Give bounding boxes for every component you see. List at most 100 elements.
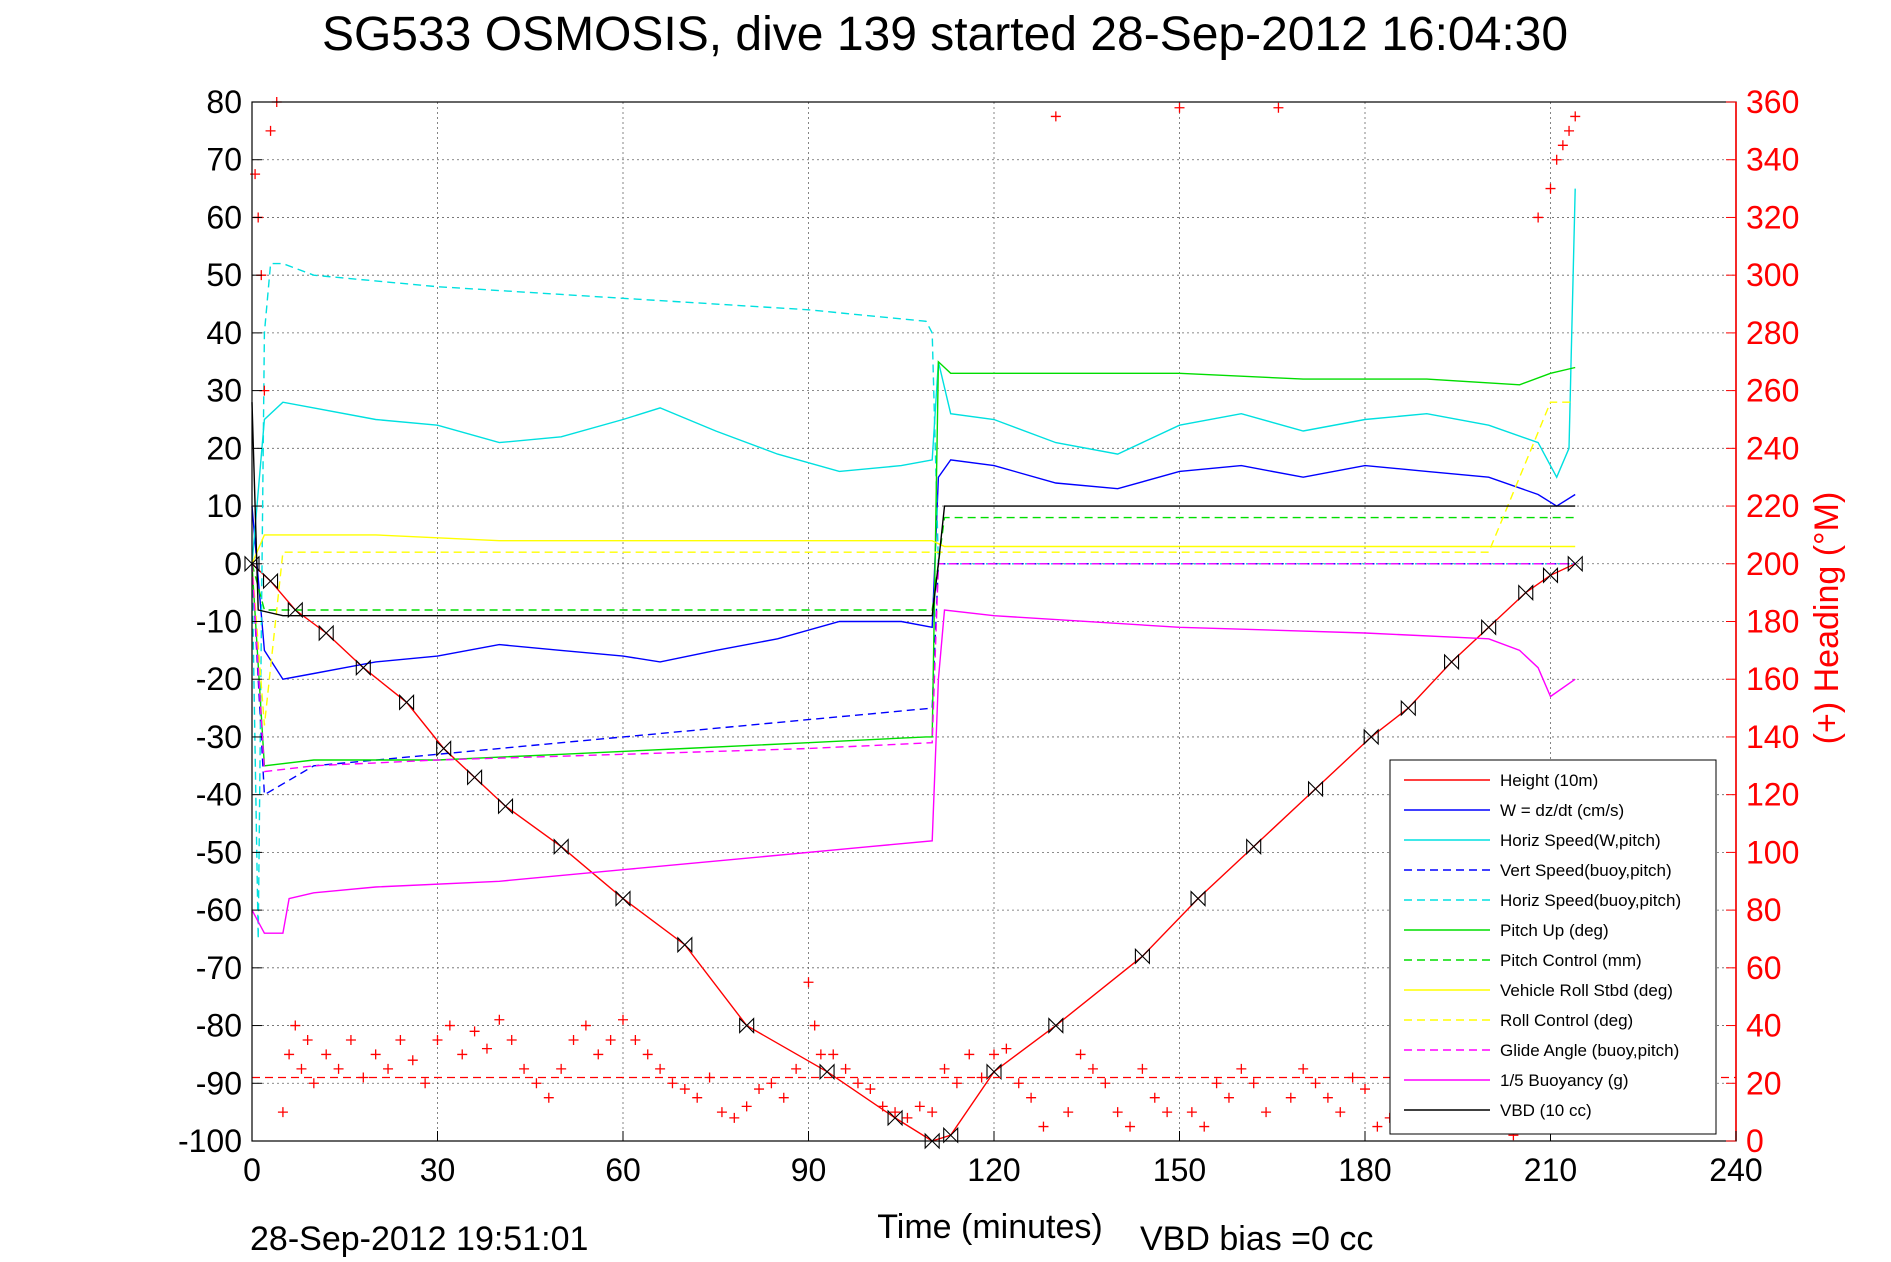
heading-point xyxy=(1174,102,1185,113)
heading-point xyxy=(951,1078,962,1089)
heading-point xyxy=(1112,1107,1123,1118)
right-tick-label: 100 xyxy=(1746,834,1799,870)
depth-marker xyxy=(436,740,452,757)
heading-point xyxy=(296,1063,307,1074)
heading-point xyxy=(902,1112,913,1123)
heading-point xyxy=(333,1063,344,1074)
heading-point xyxy=(284,1049,295,1060)
depth-marker xyxy=(1542,566,1559,584)
heading-point xyxy=(1050,111,1061,122)
footer-timestamp: 28-Sep-2012 19:51:01 xyxy=(250,1220,588,1258)
heading-point xyxy=(407,1055,418,1066)
heading-point xyxy=(1001,1043,1012,1054)
right-tick-label: 360 xyxy=(1746,84,1799,120)
depth-marker xyxy=(287,601,303,619)
heading-point xyxy=(630,1034,641,1045)
heading-point xyxy=(1322,1092,1333,1103)
y-tick-label: 40 xyxy=(206,315,242,351)
series-line-2 xyxy=(251,188,1576,564)
x-axis: 0 30 60 90 120 150 180 210 240 xyxy=(243,1131,1763,1188)
depth-marker xyxy=(924,1132,940,1150)
heading-point xyxy=(1075,1049,1086,1060)
y-tick-label: -10 xyxy=(196,604,242,640)
heading-point xyxy=(964,1049,975,1060)
heading-point xyxy=(914,1101,925,1112)
heading-point xyxy=(506,1034,517,1045)
right-tick-label: 240 xyxy=(1746,430,1799,466)
heading-point xyxy=(1310,1078,1321,1089)
heading-point xyxy=(481,1043,492,1054)
heading-point xyxy=(1557,140,1568,151)
series-line-1 xyxy=(251,459,1576,680)
right-tick-label: 0 xyxy=(1746,1123,1764,1159)
legend-label: Roll Control (deg) xyxy=(1500,1011,1633,1030)
heading-point xyxy=(679,1084,690,1095)
heading-point xyxy=(531,1078,542,1089)
legend: Height (10m) W = dz/dt (cm/s) Horiz Speed(… xyxy=(1389,759,1717,1135)
depth-marker xyxy=(819,1063,835,1081)
right-axis-label: (+) Heading (°M) xyxy=(1808,492,1846,745)
heading-layer xyxy=(250,97,1581,1141)
heading-point xyxy=(605,1034,616,1045)
heading-point xyxy=(976,1072,987,1083)
y-tick-label: 60 xyxy=(206,199,242,235)
heading-point xyxy=(580,1020,591,1031)
heading-point xyxy=(840,1063,851,1074)
legend-label: VBD (10 cc) xyxy=(1500,1101,1592,1120)
heading-point xyxy=(803,977,814,988)
y-tick-label: 30 xyxy=(206,373,242,409)
heading-point xyxy=(519,1063,530,1074)
heading-point xyxy=(302,1034,313,1045)
heading-point xyxy=(741,1101,752,1112)
legend-box xyxy=(1389,759,1717,1135)
series-line-7 xyxy=(251,534,1576,565)
heading-point xyxy=(494,1014,505,1025)
y-tick-label: -60 xyxy=(196,892,242,928)
heading-point xyxy=(1038,1121,1049,1132)
legend-label: Height (10m) xyxy=(1500,771,1598,790)
depth-marker xyxy=(263,572,279,590)
depth-marker xyxy=(1518,584,1534,601)
heading-point xyxy=(1248,1078,1259,1089)
legend-label: Vehicle Roll Stbd (deg) xyxy=(1500,981,1673,1000)
x-tick-label: 30 xyxy=(420,1152,456,1188)
y-tick-label: -20 xyxy=(196,661,242,697)
depth-marker xyxy=(1444,653,1460,671)
heading-point xyxy=(1372,1121,1383,1132)
left-axis: 80 70 60 50 40 30 20 10 0 -10 -20 -30 -40 -50 -60 -70 -8… xyxy=(178,84,262,1159)
heading-point xyxy=(383,1063,394,1074)
heading-point xyxy=(395,1034,406,1045)
heading-point xyxy=(1149,1092,1160,1103)
heading-point xyxy=(716,1107,727,1118)
heading-point xyxy=(265,125,276,136)
heading-point xyxy=(1087,1063,1098,1074)
x-tick-label: 0 xyxy=(243,1152,261,1188)
heading-point xyxy=(290,1020,301,1031)
depth-marker xyxy=(318,624,334,642)
heading-point xyxy=(1063,1107,1074,1118)
heading-point xyxy=(1162,1107,1173,1118)
series-line-10 xyxy=(251,609,1576,934)
heading-point xyxy=(754,1084,765,1095)
heading-point xyxy=(655,1063,666,1074)
y-tick-label: -90 xyxy=(196,1065,242,1101)
series-line-4 xyxy=(251,262,1576,940)
right-tick-label: 320 xyxy=(1746,199,1799,235)
right-tick-label: 160 xyxy=(1746,661,1799,697)
heading-point xyxy=(1223,1092,1234,1103)
heading-point xyxy=(865,1084,876,1095)
heading-point xyxy=(1273,102,1284,113)
depth-marker xyxy=(355,659,371,677)
heading-point xyxy=(556,1063,567,1074)
right-axis: 3603403203002802602402202001801601401201… xyxy=(1726,84,1799,1159)
right-tick-label: 260 xyxy=(1746,373,1799,409)
heading-point xyxy=(543,1092,554,1103)
series-line-8 xyxy=(251,401,1576,726)
depth-marker xyxy=(497,797,514,815)
x-tick-label: 60 xyxy=(605,1152,641,1188)
heading-point xyxy=(618,1014,628,1025)
heading-point xyxy=(1335,1107,1346,1118)
heading-point xyxy=(1347,1072,1358,1083)
heading-point xyxy=(321,1049,332,1060)
